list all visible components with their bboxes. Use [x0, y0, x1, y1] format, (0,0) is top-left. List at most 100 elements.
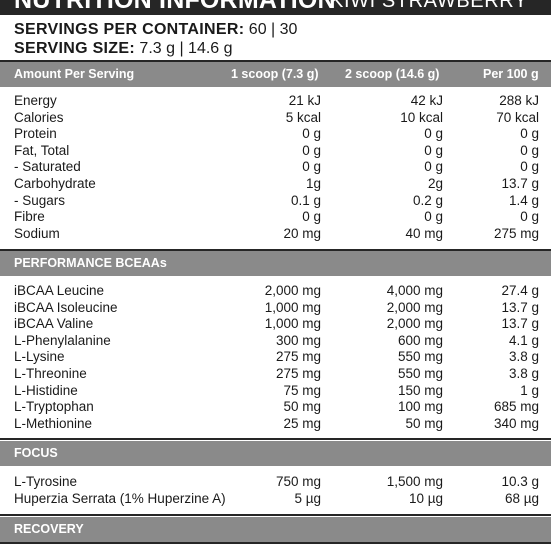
nutrition-table: Energy 21 kJ 42 kJ 288 kJ Calories 5 kcal 10 k…: [0, 93, 551, 242]
value-1-scoop: 2,000 mg: [264, 283, 321, 298]
value-1-scoop: 1,000 mg: [264, 316, 321, 332]
divider: [0, 514, 551, 516]
table-row: - Sugars 0.1 g 0.2 g 1.4 g: [0, 193, 551, 210]
value-2-scoop: 0 g: [424, 209, 443, 225]
column-header-2-scoop: 2 scoop (14.6 g): [345, 67, 440, 81]
value-2-scoop: 600 mg: [397, 332, 443, 348]
nutrient-name: Fat, Total: [14, 142, 70, 158]
nutrient-name: L-Lysine: [14, 349, 65, 365]
value-2-scoop: 0 g: [424, 126, 443, 142]
nutrient-name: L-Methionine: [14, 415, 93, 431]
table-row: iBCAA Isoleucine 1,000 mg 2,000 mg 13.7 g: [0, 300, 551, 317]
value-1-scoop: 1g: [305, 175, 321, 191]
value-per-100g: 0 g: [520, 159, 539, 175]
table-row: L-Lysine 275 mg 550 mg 3.8 g: [0, 349, 551, 366]
nutrient-name: Carbohydrate: [14, 175, 96, 191]
value-1-scoop: 25 mg: [283, 415, 321, 431]
value-1-scoop: 5 kcal: [285, 109, 321, 125]
table-row: Fibre 0 g 0 g 0 g: [0, 209, 551, 226]
nutrient-name: iBCAA Leucine: [14, 283, 105, 298]
column-header-name: Amount Per Serving: [14, 67, 135, 81]
value-2-scoop: 0 g: [424, 142, 443, 158]
table-row: L-Tryptophan 50 mg 100 mg 685 mg: [0, 399, 551, 416]
value-1-scoop: 75 mg: [283, 382, 321, 398]
table-row: L-Methionine 25 mg 50 mg 340 mg: [0, 416, 551, 433]
value-2-scoop: 42 kJ: [410, 93, 443, 108]
value-2-scoop: 10 µg: [408, 490, 443, 506]
nutrient-name: iBCAA Isoleucine: [14, 299, 118, 315]
value-2-scoop: 550 mg: [397, 365, 443, 381]
nutrient-name: L-Histidine: [14, 382, 78, 398]
serving-size: SERVING SIZE: 7.3 g | 14.6 g: [14, 40, 233, 58]
column-header-band: Amount Per Serving 1 scoop (7.3 g) 2 sco…: [0, 62, 551, 87]
value-per-100g: 275 mg: [493, 225, 539, 241]
value-per-100g: 685 mg: [493, 399, 539, 415]
divider: [0, 249, 551, 251]
section-band-recovery: RECOVERY: [0, 517, 551, 542]
divider: [0, 60, 551, 62]
value-1-scoop: 0 g: [302, 159, 321, 175]
value-per-100g: 27.4 g: [501, 283, 539, 298]
flavor-name: KIWI STRAWBERRY: [330, 0, 528, 12]
nutrient-name: - Sugars: [14, 192, 66, 208]
value-per-100g: 13.7 g: [501, 299, 539, 315]
divider: [0, 438, 551, 440]
focus-table: L-Tyrosine 750 mg 1,500 mg 10.3 g Huperzia S…: [0, 474, 551, 507]
value-per-100g: 10.3 g: [501, 474, 539, 489]
nutrient-name: L-Tyrosine: [14, 474, 78, 489]
value-per-100g: 3.8 g: [508, 365, 539, 381]
table-row: L-Histidine 75 mg 150 mg 1 g: [0, 383, 551, 400]
value-per-100g: 1 g: [520, 382, 539, 398]
value-1-scoop: 0 g: [302, 142, 321, 158]
value-2-scoop: 0.2 g: [412, 192, 443, 208]
table-row: Sodium 20 mg 40 mg 275 mg: [0, 226, 551, 243]
value-per-100g: 1.4 g: [508, 192, 539, 208]
value-2-scoop: 2,000 mg: [386, 299, 443, 315]
nutrient-name: Energy: [14, 93, 57, 108]
value-1-scoop: 0 g: [302, 126, 321, 142]
section-title-recovery: RECOVERY: [14, 522, 84, 536]
value-per-100g: 0 g: [520, 209, 539, 225]
serving-size-label: SERVING SIZE:: [14, 40, 135, 57]
table-row: Calories 5 kcal 10 kcal 70 kcal: [0, 110, 551, 127]
column-header-1-scoop: 1 scoop (7.3 g): [231, 67, 319, 81]
value-per-100g: 13.7 g: [501, 316, 539, 332]
value-2-scoop: 50 mg: [405, 415, 443, 431]
table-row: Energy 21 kJ 42 kJ 288 kJ: [0, 93, 551, 110]
nutrient-name: L-Threonine: [14, 365, 87, 381]
nutrient-name: Huperzia Serrata (1% Huperzine A): [14, 490, 226, 506]
value-1-scoop: 5 µg: [294, 490, 321, 506]
performance-table: iBCAA Leucine 2,000 mg 4,000 mg 27.4 g iBCAA…: [0, 283, 551, 432]
value-per-100g: 3.8 g: [508, 349, 539, 365]
value-per-100g: 340 mg: [493, 415, 539, 431]
value-2-scoop: 2,000 mg: [386, 316, 443, 332]
servings-per-container-value: 60 | 30: [248, 21, 298, 38]
table-row: Huperzia Serrata (1% Huperzine A) 5 µg 10 …: [0, 491, 551, 508]
value-1-scoop: 300 mg: [275, 332, 321, 348]
section-title-performance: PERFORMANCE BCEAAs: [14, 256, 167, 270]
nutrient-name: - Saturated: [14, 159, 81, 175]
value-per-100g: 0 g: [520, 142, 539, 158]
value-2-scoop: 40 mg: [405, 225, 443, 241]
table-row: iBCAA Leucine 2,000 mg 4,000 mg 27.4 g: [0, 283, 551, 300]
value-1-scoop: 750 mg: [275, 474, 321, 489]
table-row: Fat, Total 0 g 0 g 0 g: [0, 143, 551, 160]
value-1-scoop: 275 mg: [275, 365, 321, 381]
section-band-focus: FOCUS: [0, 441, 551, 466]
value-1-scoop: 50 mg: [283, 399, 321, 415]
value-2-scoop: 550 mg: [397, 349, 443, 365]
value-1-scoop: 21 kJ: [288, 93, 321, 108]
serving-size-value: 7.3 g | 14.6 g: [139, 40, 233, 57]
value-1-scoop: 0 g: [302, 209, 321, 225]
value-per-100g: 4.1 g: [508, 332, 539, 348]
nutrient-name: iBCAA Valine: [14, 316, 94, 332]
table-row: L-Phenylalanine 300 mg 600 mg 4.1 g: [0, 333, 551, 350]
nutrient-name: L-Phenylalanine: [14, 332, 111, 348]
servings-per-container-label: SERVINGS PER CONTAINER:: [14, 21, 245, 38]
nutrient-name: L-Tryptophan: [14, 399, 94, 415]
title-bar: NUTRITION INFORMATION KIWI STRAWBERRY: [0, 0, 551, 15]
value-2-scoop: 150 mg: [397, 382, 443, 398]
nutrient-name: Protein: [14, 126, 57, 142]
value-per-100g: 70 kcal: [496, 109, 539, 125]
table-row: - Saturated 0 g 0 g 0 g: [0, 159, 551, 176]
